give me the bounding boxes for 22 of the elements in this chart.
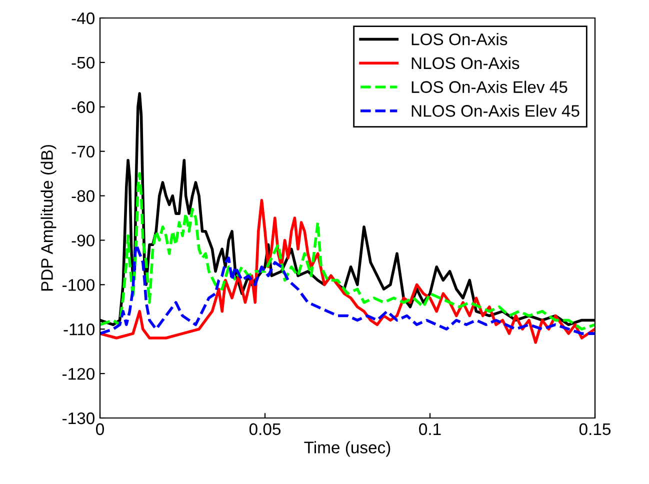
y-tick-label: -80 bbox=[72, 190, 94, 202]
x-tick-label: 0.05 bbox=[249, 423, 281, 436]
line-series bbox=[100, 172, 595, 330]
y-tick-label: -100 bbox=[62, 279, 94, 291]
x-axis-title: Time (usec) bbox=[304, 441, 390, 457]
y-tick-label: -40 bbox=[72, 12, 94, 24]
y-tick-label: -90 bbox=[72, 234, 94, 246]
x-tick-label: 0.1 bbox=[419, 423, 441, 436]
legend-label: LOS On-Axis bbox=[412, 33, 508, 46]
y-tick-label: -60 bbox=[72, 101, 94, 114]
y-tick-label: -70 bbox=[72, 146, 94, 158]
y-axis-title: PDP Amplitude (dB) bbox=[40, 145, 56, 291]
y-tick-label: -50 bbox=[72, 56, 94, 69]
legend-label: NLOS On-Axis bbox=[412, 56, 520, 70]
legend-label: LOS On-Axis Elev 45 bbox=[412, 80, 568, 93]
y-tick-label: -130 bbox=[62, 412, 94, 424]
y-tick-label: -120 bbox=[62, 368, 94, 380]
y-tick-label: -110 bbox=[64, 324, 94, 336]
line-series bbox=[100, 198, 595, 344]
legend-label: NLOS On-Axis Elev 45 bbox=[412, 104, 580, 117]
x-tick-label: 0.15 bbox=[579, 423, 611, 436]
x-tick-label: 0 bbox=[96, 423, 104, 436]
